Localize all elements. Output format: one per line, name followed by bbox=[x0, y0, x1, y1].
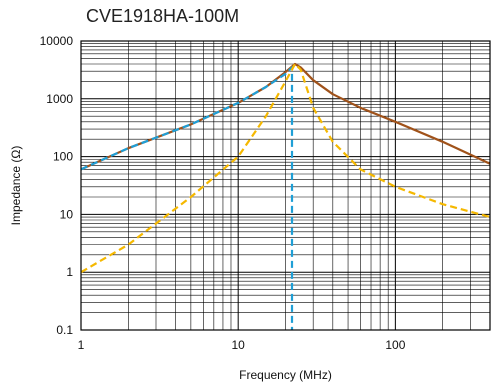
x-tick-label: 100 bbox=[385, 338, 405, 352]
y-tick-label: 1 bbox=[66, 265, 73, 279]
x-axis-label: Frequency (MHz) bbox=[239, 368, 332, 382]
chart-title: CVE1918HA-100M bbox=[86, 6, 240, 26]
x-tick-label: 1 bbox=[78, 338, 85, 352]
series-line-3 bbox=[80, 62, 491, 274]
y-tick-labels: 0.1 1 10 100 1000 10000 bbox=[40, 34, 74, 337]
grid bbox=[80, 40, 491, 331]
y-axis-label: Impedance (Ω) bbox=[9, 146, 23, 226]
y-tick-label: 10 bbox=[60, 207, 74, 221]
series-layer bbox=[80, 62, 491, 330]
y-tick-label: 100 bbox=[53, 150, 73, 164]
plot-frame bbox=[80, 40, 491, 331]
series-line-2 bbox=[80, 66, 294, 330]
y-tick-label: 10000 bbox=[40, 34, 74, 48]
x-tick-labels: 1 10 100 bbox=[78, 338, 406, 352]
x-tick-label: 10 bbox=[232, 338, 246, 352]
y-tick-label: 0.1 bbox=[56, 323, 73, 337]
y-tick-label: 1000 bbox=[46, 92, 73, 106]
